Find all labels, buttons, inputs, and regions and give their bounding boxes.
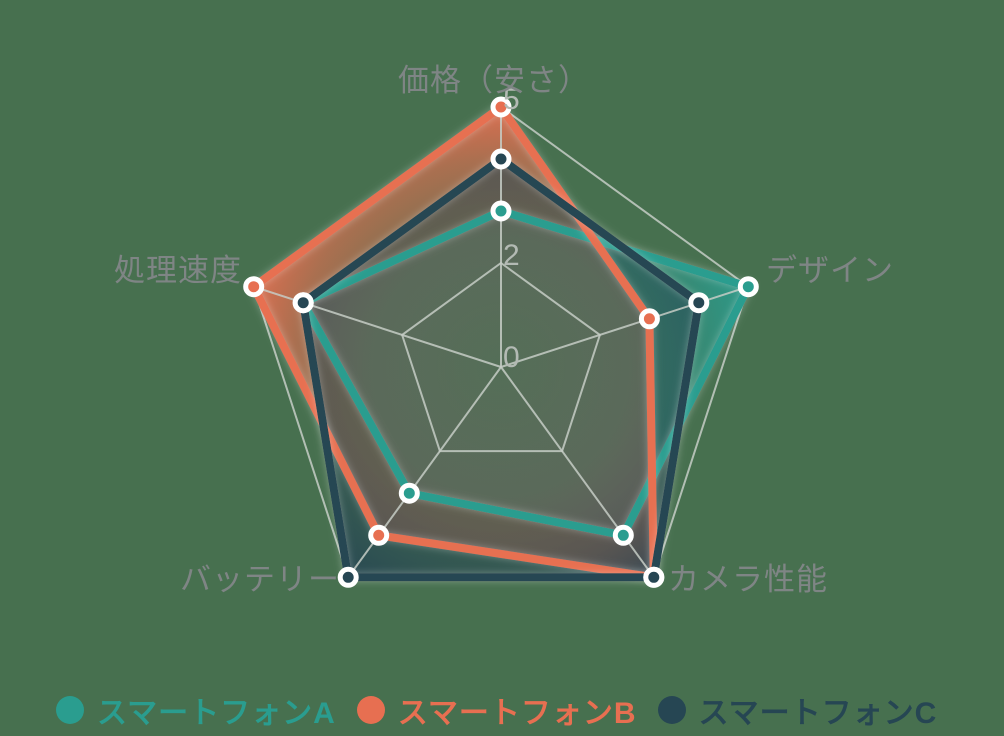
- data-point-series1-axis1[interactable]: [638, 308, 660, 330]
- data-point-series2-axis3[interactable]: [337, 566, 359, 588]
- legend-item-smartphone-c[interactable]: スマートフォンC: [657, 688, 938, 732]
- data-point-series2-axis0[interactable]: [490, 148, 512, 170]
- series-0-outline: [297, 206, 755, 540]
- axis-label-battery: バッテリー: [180, 562, 340, 597]
- tick-label-5: 5: [503, 83, 520, 116]
- data-point-series1-axis4[interactable]: [243, 276, 265, 298]
- legend-label-a: スマートフォンA: [97, 697, 336, 730]
- data-point-series1-axis3[interactable]: [368, 524, 390, 546]
- axis-label-camera: カメラ性能: [668, 562, 828, 597]
- legend-dot-c: [657, 696, 686, 724]
- data-point-series2-axis2[interactable]: [643, 566, 665, 588]
- legend-label-b: スマートフォンB: [397, 697, 637, 730]
- axis-label-price: 価格（安さ）: [398, 63, 590, 98]
- legend-item-smartphone-b[interactable]: スマートフォンB: [356, 688, 637, 732]
- data-point-series0-axis3[interactable]: [398, 482, 420, 504]
- data-point-series0-axis2[interactable]: [612, 524, 634, 546]
- data-point-series0-axis0[interactable]: [490, 200, 512, 222]
- series-2-outline: [298, 154, 704, 582]
- grid-ring-2: [400, 261, 602, 453]
- chart-legend: スマートフォンA スマートフォンB スマートフォンC: [56, 688, 937, 732]
- legend-label-c: スマートフォンC: [698, 697, 938, 730]
- data-point-series2-axis1[interactable]: [688, 292, 710, 314]
- tick-label-0: 0: [503, 341, 520, 374]
- axis-label-design: デザイン: [766, 253, 894, 288]
- legend-item-smartphone-a[interactable]: スマートフォンA: [56, 688, 336, 732]
- chart-plot-area: [243, 96, 759, 588]
- axis-label-speed: 処理速度: [114, 253, 242, 288]
- legend-dot-a: [56, 696, 84, 724]
- legend-dot-b: [356, 696, 385, 724]
- data-point-series2-axis4[interactable]: [292, 292, 314, 314]
- data-point-series0-axis1[interactable]: [737, 276, 759, 298]
- radar-chart: 5 2 0 価格（安さ） デザイン カメラ性能 バッテリー 処理速度: [114, 63, 894, 597]
- series-1-outline: [248, 101, 658, 582]
- data-point-series1-axis0[interactable]: [490, 96, 512, 118]
- tick-label-2: 2: [503, 239, 520, 272]
